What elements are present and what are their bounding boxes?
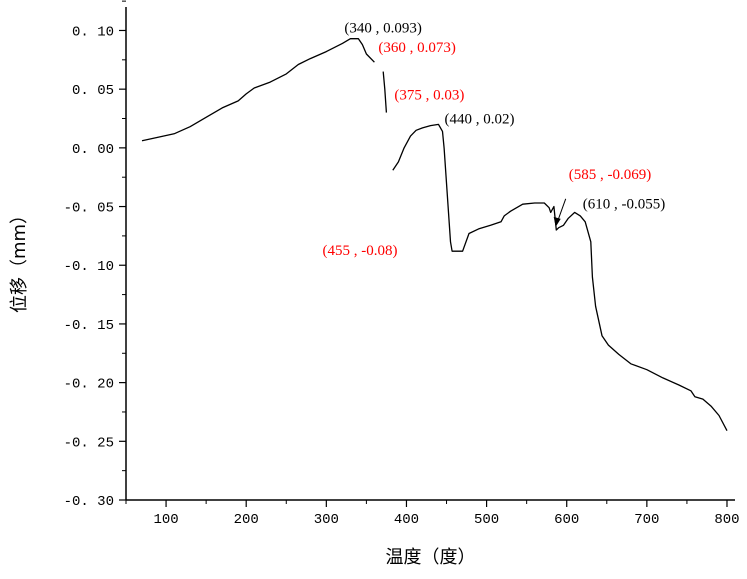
x-tick-label: 200 [234, 512, 259, 528]
x-tick-label: 100 [153, 512, 178, 528]
x-tick-label: 300 [314, 512, 339, 528]
x-tick-label: 800 [714, 512, 739, 528]
data-annotation: (440 , 0.02) [445, 111, 515, 127]
data-annotation: (610 , -0.055) [583, 196, 666, 212]
annotation-arrow-head [553, 216, 561, 227]
data-annotation: (455 , -0.08) [323, 243, 398, 259]
annotations: (340 , 0.093) (360 , 0.073) (375 , 0.03) (4… [323, 21, 666, 259]
x-tick-label: 500 [474, 512, 499, 528]
y-tick-label: -0. 10 [64, 259, 114, 275]
axes [125, 7, 735, 501]
data-annotation: (360 , 0.073) [378, 40, 456, 56]
series-line-segment [141, 38, 375, 142]
y-tick-label: -0. 20 [64, 377, 114, 393]
series-line-segment [382, 71, 388, 113]
ticks: 100 200 300 400 500 600 700 800 0. 10 0. 05 0. 00 -… [64, 0, 740, 528]
data-annotation: (585 , -0.069) [569, 167, 652, 183]
x-tick-label: 600 [554, 512, 579, 528]
y-tick-label: -0. 05 [64, 201, 114, 217]
x-tick-label: 700 [634, 512, 659, 528]
x-tick-label: 400 [394, 512, 419, 528]
y-tick-label: 0. 05 [72, 83, 114, 99]
y-tick-label: -0. 25 [64, 435, 114, 451]
x-axis-title: 温度（度） [386, 547, 476, 568]
series-group [141, 38, 728, 432]
data-annotation: (340 , 0.093) [344, 21, 422, 37]
data-annotation: (375 , 0.03) [394, 88, 464, 104]
y-tick-label: -0. 15 [64, 318, 114, 334]
y-axis-title: 位移（mm） [9, 206, 30, 313]
series-line-segment [392, 123, 728, 432]
y-tick-label: 0. 10 [72, 24, 114, 40]
y-tick-label: 0. 00 [72, 142, 114, 158]
y-tick-label: -0. 30 [64, 494, 114, 510]
